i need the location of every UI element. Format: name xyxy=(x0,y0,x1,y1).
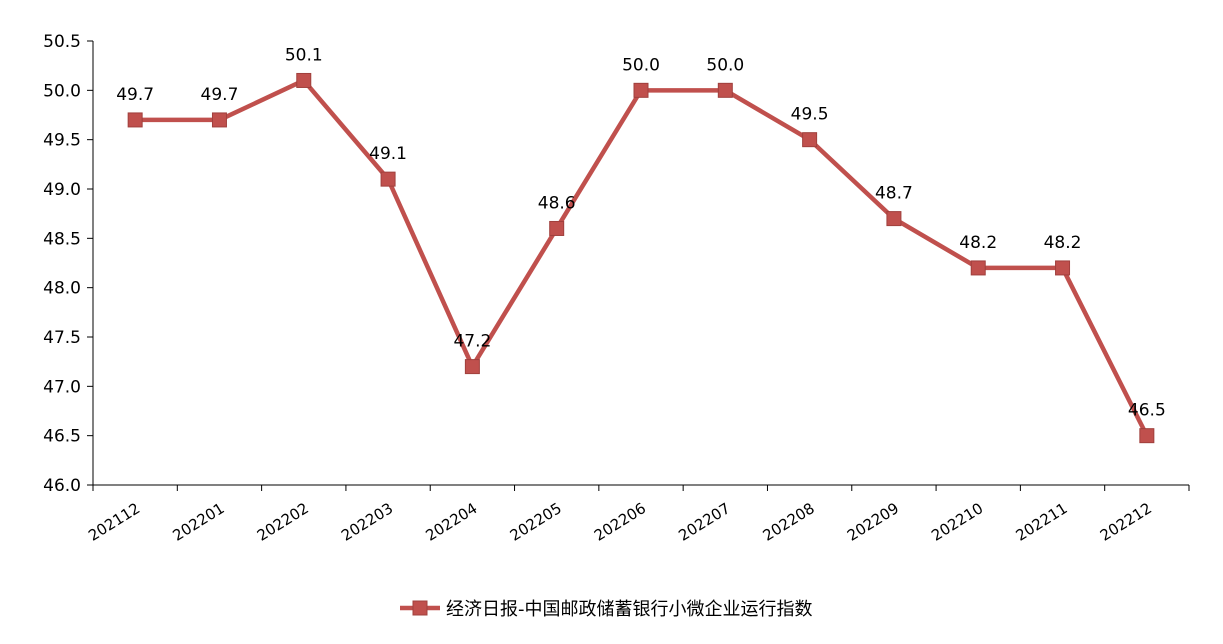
series-line xyxy=(132,78,1150,438)
data-point-marker xyxy=(802,132,818,148)
legend-marker xyxy=(412,600,428,616)
legend-label: 经济日报-中国邮政储蓄银行小微企业运行指数 xyxy=(446,599,813,620)
x-tick-label: 202208 xyxy=(760,499,818,545)
data-point-marker xyxy=(633,82,649,98)
data-label: 50.0 xyxy=(622,55,660,75)
data-point-marker xyxy=(970,260,986,276)
data-label: 49.7 xyxy=(116,85,154,105)
y-tick-label: 46.0 xyxy=(43,476,81,496)
x-tick-label: 202211 xyxy=(1013,499,1071,545)
x-tick-label: 202204 xyxy=(422,499,480,545)
axes xyxy=(92,41,1189,486)
data-point-marker xyxy=(380,171,396,187)
data-point-marker xyxy=(127,112,143,128)
data-labels: 49.7 49.7 50.1 49.1 47.2 48.6 50.0 50.0 49.5 48.7… xyxy=(116,45,1166,420)
data-point-marker xyxy=(1139,428,1155,444)
y-tick-label: 49.5 xyxy=(43,131,81,151)
data-point-marker xyxy=(296,72,312,88)
y-tick-label: 48.5 xyxy=(43,229,81,249)
data-label: 46.5 xyxy=(1128,401,1166,421)
x-axis-ticks: 202112 202201 202202 202203 202204 202205 2022… xyxy=(85,485,1190,545)
y-tick-label: 46.5 xyxy=(43,427,81,447)
data-label: 49.5 xyxy=(791,105,829,125)
y-tick-label: 50.0 xyxy=(43,81,81,101)
y-axis-ticks: 46.0 46.5 47.0 47.5 48.0 48.5 49.0 49.5 50.0 50.5 xyxy=(43,32,93,496)
data-label: 50.0 xyxy=(706,55,744,75)
y-tick-label: 50.5 xyxy=(43,32,81,52)
data-label: 48.7 xyxy=(875,184,913,204)
data-label: 49.1 xyxy=(369,144,407,164)
data-point-marker xyxy=(886,211,902,227)
x-tick-label: 202201 xyxy=(169,499,227,545)
x-tick-label: 202212 xyxy=(1097,499,1155,545)
data-label: 48.2 xyxy=(959,233,997,253)
data-point-marker xyxy=(464,359,480,375)
data-point-marker xyxy=(549,220,565,236)
data-label: 47.2 xyxy=(453,332,491,352)
series-group xyxy=(127,72,1155,444)
y-tick-label: 47.5 xyxy=(43,328,81,348)
x-tick-label: 202210 xyxy=(928,499,986,545)
data-label: 48.6 xyxy=(538,193,576,213)
x-tick-label: 202205 xyxy=(507,499,565,545)
y-tick-label: 47.0 xyxy=(43,377,81,397)
x-tick-label: 202209 xyxy=(844,499,902,545)
data-point-marker xyxy=(717,82,733,98)
data-point-marker xyxy=(1055,260,1071,276)
legend: 经济日报-中国邮政储蓄银行小微企业运行指数 xyxy=(400,599,813,620)
x-tick-label: 202202 xyxy=(254,499,312,545)
x-tick-label: 202203 xyxy=(338,499,396,545)
y-tick-label: 48.0 xyxy=(43,279,81,299)
x-tick-label: 202207 xyxy=(675,499,733,545)
data-point-marker xyxy=(211,112,227,128)
x-tick-label: 202206 xyxy=(591,499,649,545)
data-label: 48.2 xyxy=(1044,233,1082,253)
data-label: 50.1 xyxy=(285,45,323,65)
data-label: 49.7 xyxy=(201,85,239,105)
x-tick-label: 202112 xyxy=(85,499,143,545)
y-tick-label: 49.0 xyxy=(43,180,81,200)
